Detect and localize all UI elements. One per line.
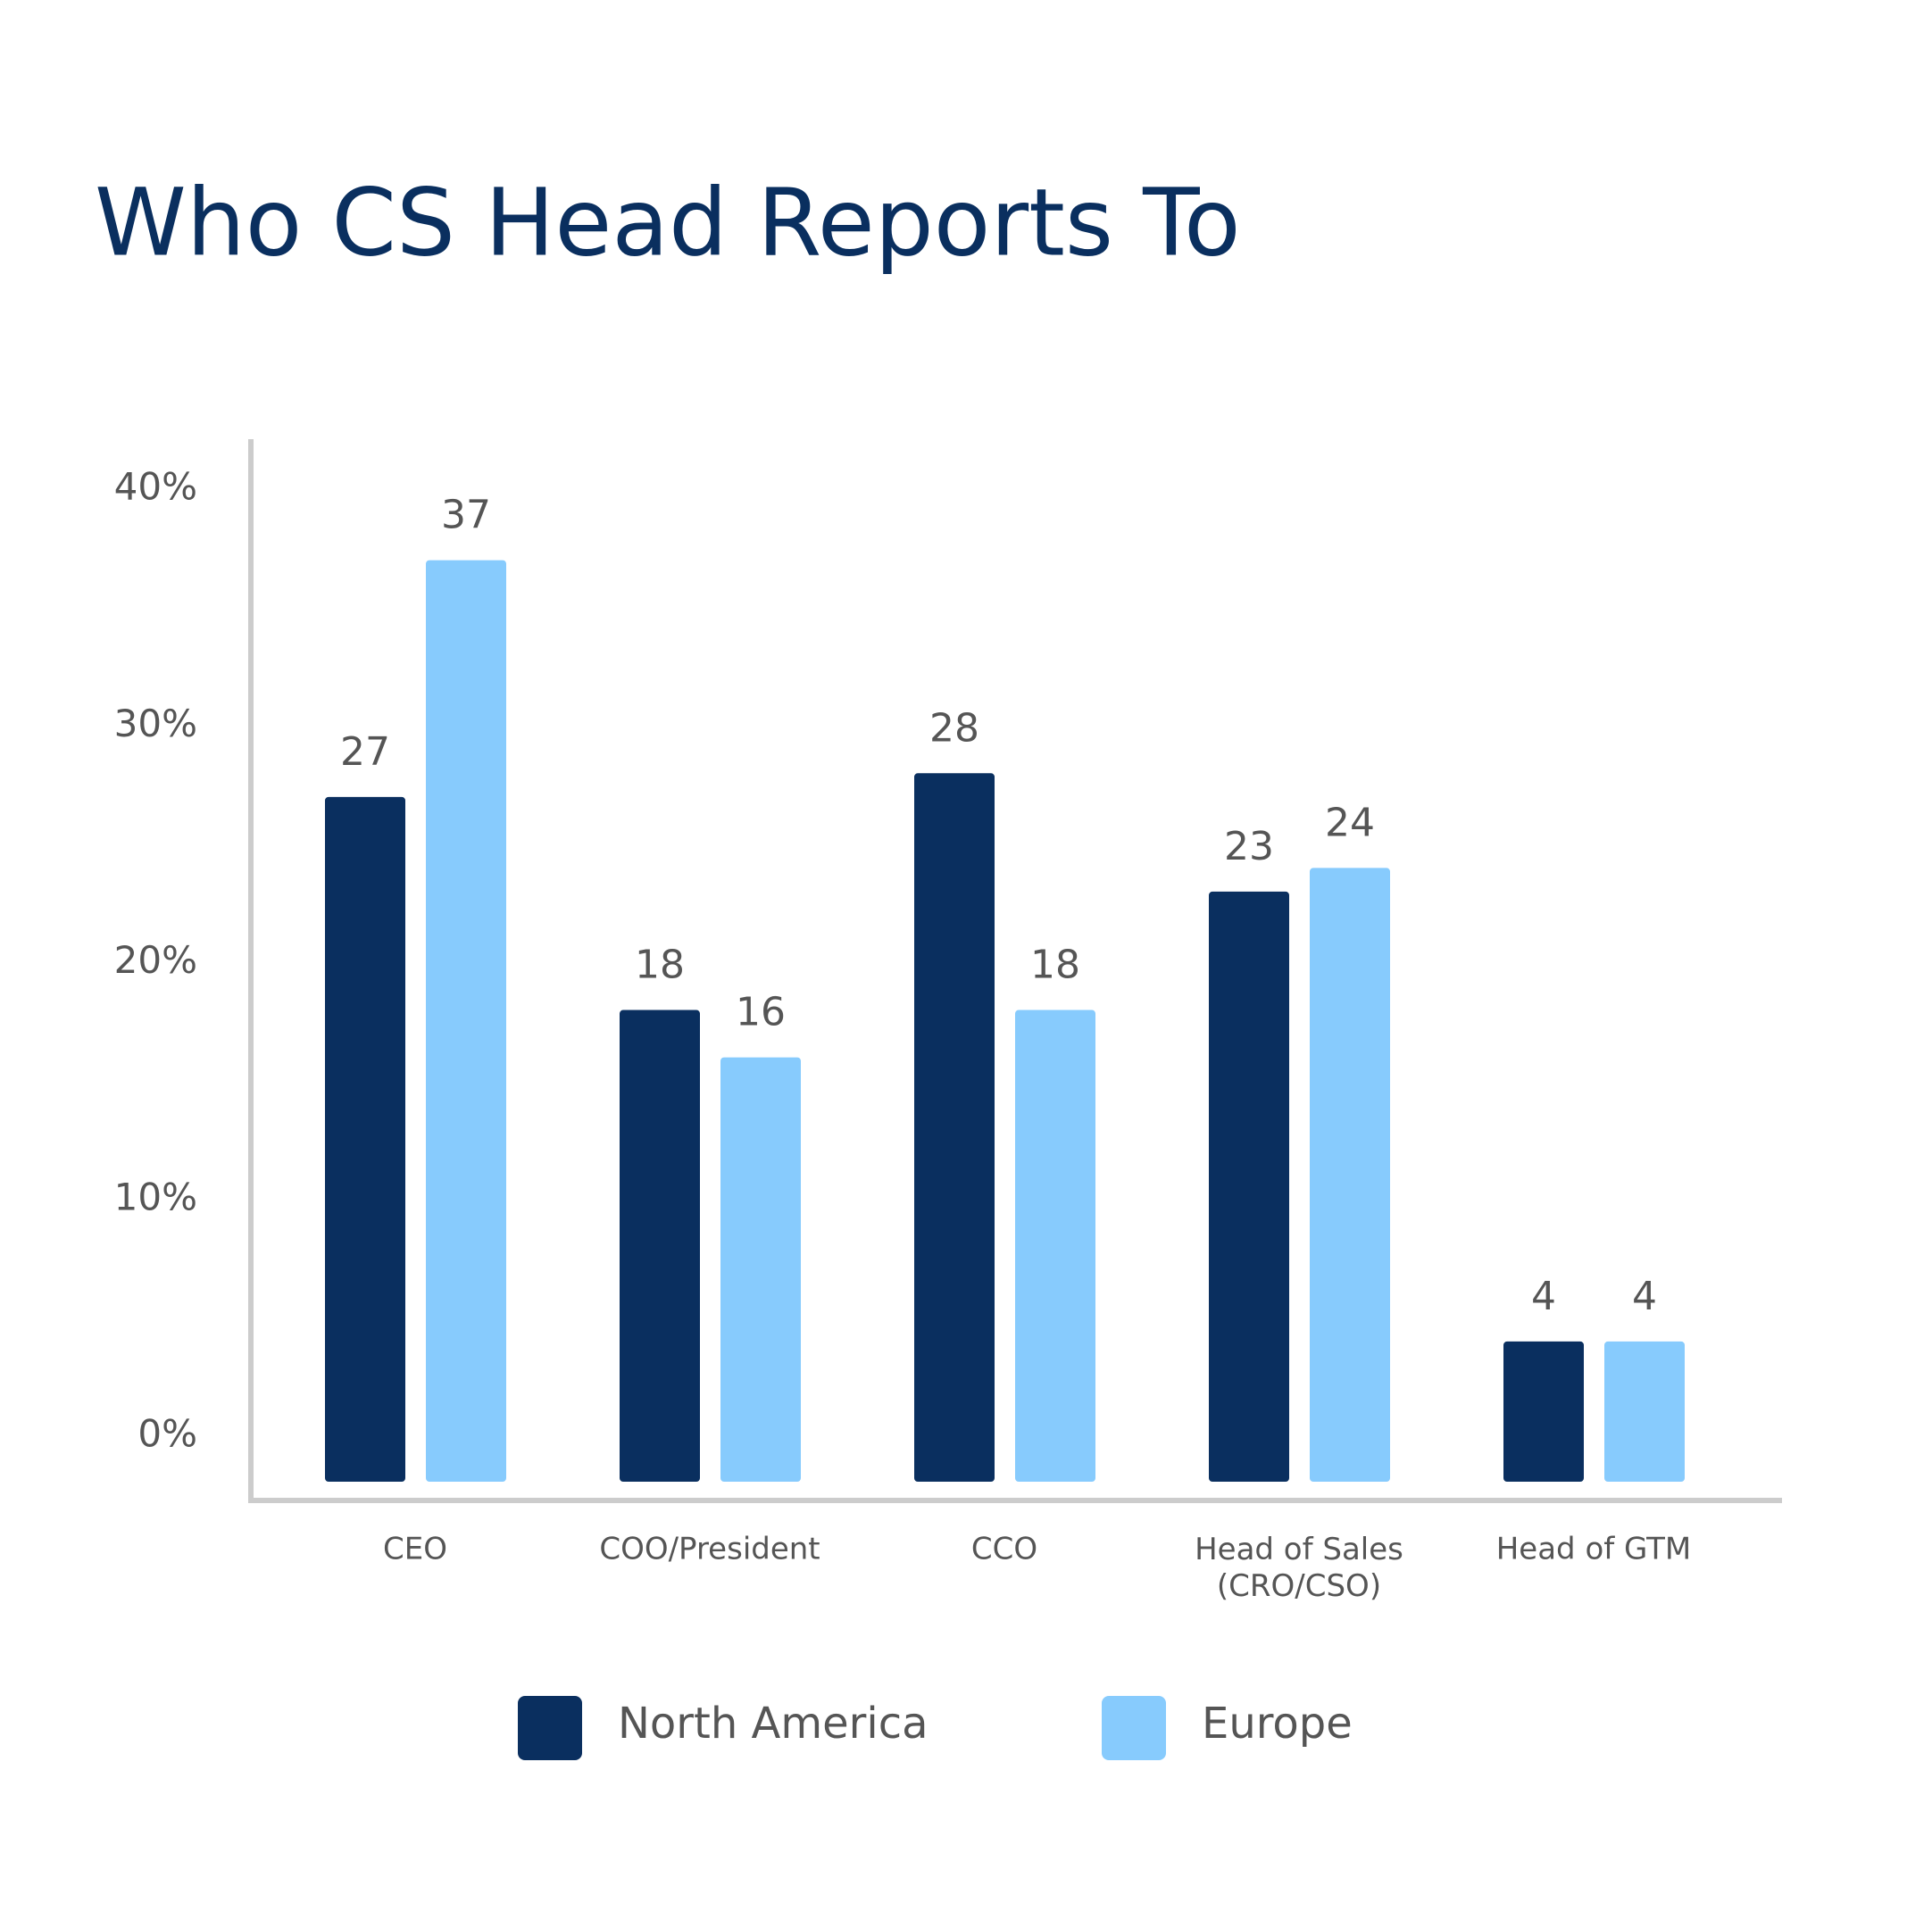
x-tick-label: Head of Sales (CRO/CSO) (1195, 1532, 1403, 1604)
bar (1015, 1010, 1095, 1482)
value-label: 37 (441, 493, 491, 538)
y-tick-label: 20% (114, 938, 197, 982)
bar (1209, 891, 1289, 1482)
legend-label: Europe (1202, 1699, 1353, 1749)
bar (1310, 868, 1390, 1482)
chart-title: Who CS Head Reports To (95, 168, 1241, 277)
bar (1503, 1341, 1584, 1482)
bar (426, 560, 506, 1483)
bar (620, 1010, 700, 1482)
bar (720, 1057, 801, 1482)
value-label: 16 (736, 990, 786, 1035)
x-tick-label: CCO (971, 1532, 1037, 1567)
y-tick-label: 10% (114, 1175, 197, 1218)
bar (325, 796, 405, 1482)
value-label: 18 (635, 943, 685, 988)
value-label: 4 (1531, 1274, 1556, 1319)
value-label: 18 (1030, 943, 1080, 988)
bar (914, 773, 995, 1482)
y-tick-label: 30% (114, 702, 197, 745)
y-tick-label: 40% (114, 465, 197, 509)
value-label: 28 (929, 705, 979, 751)
x-tick-label: Head of GTM (1496, 1532, 1692, 1567)
legend-label: North America (618, 1699, 929, 1749)
value-label: 4 (1632, 1274, 1657, 1319)
bar (1604, 1341, 1685, 1482)
value-label: 27 (340, 729, 390, 775)
x-tick-label: COO/President (599, 1532, 820, 1567)
y-tick-label: 0% (137, 1412, 197, 1456)
legend-swatch (1102, 1696, 1166, 1760)
x-tick-label: CEO (383, 1532, 447, 1567)
value-label: 24 (1325, 800, 1375, 845)
value-label: 23 (1224, 824, 1274, 869)
legend-swatch (518, 1696, 582, 1760)
